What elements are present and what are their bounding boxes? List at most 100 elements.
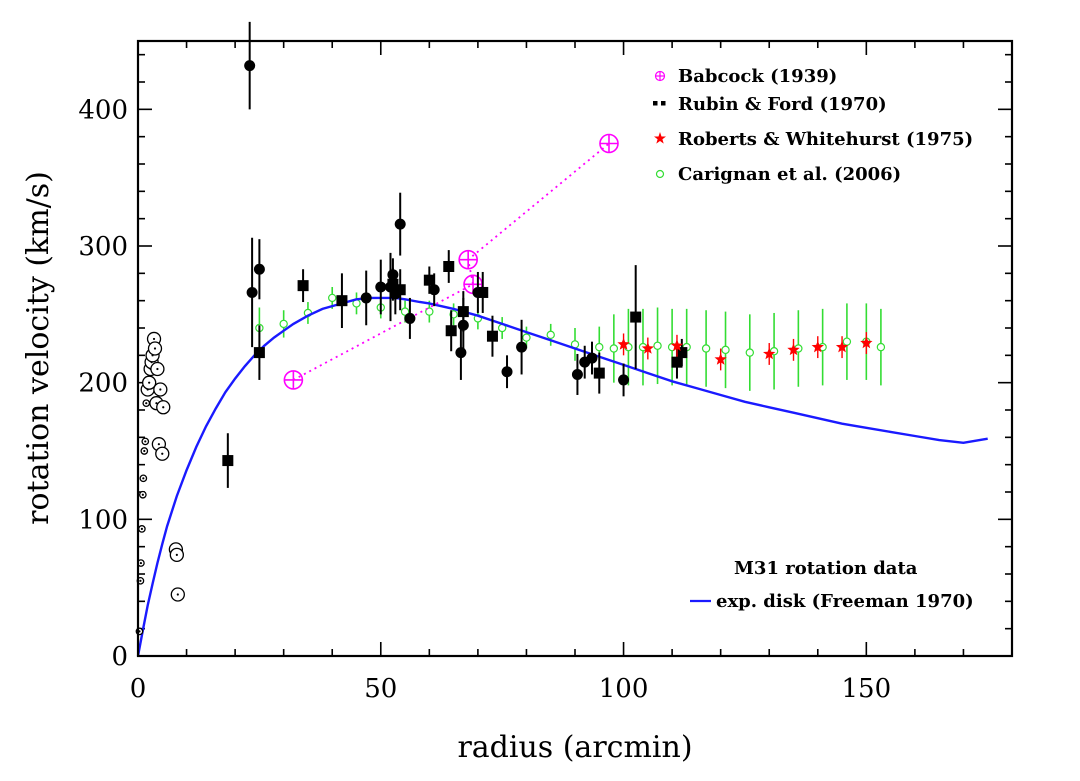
rubin-ford-circle-point (501, 366, 513, 378)
inner-point (140, 447, 149, 455)
inner-point-dot (144, 440, 147, 443)
inner-point (155, 446, 170, 461)
roberts-whitehurst-point (811, 340, 824, 353)
rubin-ford-circle-point (404, 312, 416, 324)
babcock-point (458, 249, 478, 270)
rubin-ford-circle-point (618, 374, 630, 386)
model-curve-line (136, 296, 988, 657)
carignan-point (701, 344, 711, 353)
rubin-ford-circle-point (428, 284, 440, 296)
inner-point-dot (156, 367, 159, 371)
roberts-whitehurst-point (617, 337, 630, 350)
rubin-ford-square-point (445, 325, 457, 337)
legend-roberts-marker-icon (654, 132, 666, 144)
rubin-ford-square-point (222, 455, 234, 467)
x-tick-label: 100 (599, 674, 649, 704)
carignan-point (425, 307, 434, 316)
rubin-ford-circle-point (394, 218, 406, 230)
rubin-ford-circle-point (360, 292, 372, 304)
rubin-ford-square-point (671, 356, 683, 368)
inner-point-dot (176, 593, 179, 596)
carignan-point (721, 345, 730, 355)
carignan-point (595, 342, 604, 352)
plot-frame (136, 39, 1014, 658)
legend-babcock-label: Babcock (1939) (678, 66, 837, 87)
inner-point-dot (155, 402, 158, 405)
data-layer (135, 21, 988, 657)
y-axis-label: rotation velocity (km/s) (21, 171, 56, 525)
rubin-ford-square-point (253, 347, 265, 359)
inner-point (147, 341, 163, 356)
rubin-ford-square-point (297, 280, 309, 292)
legend-panel-title: M31 rotation data (734, 558, 918, 579)
carignan-point (400, 307, 410, 316)
rubin-ford-square-point (477, 286, 489, 298)
rubin-ford-circle-point (571, 368, 583, 380)
babcock-point (599, 133, 619, 154)
inner-point-dot (145, 402, 148, 405)
legend-roberts-label: Roberts & Whitehurst (1975) (678, 129, 973, 150)
rubin-ford-circle-point (455, 347, 467, 359)
inner-point-dot (139, 561, 143, 565)
inner-point (138, 525, 146, 533)
y-tick-label: 200 (78, 369, 128, 399)
carignan-point (522, 333, 531, 342)
inner-point-dot (140, 527, 143, 531)
roberts-whitehurst-point (641, 342, 654, 354)
rubin-ford-square-point (387, 278, 399, 290)
rubin-ford-square-point (457, 306, 469, 318)
inner-point-dot (148, 381, 151, 384)
y-tick-label: 100 (78, 505, 128, 535)
legend-line-label: exp. disk (Freeman 1970) (716, 591, 974, 612)
inner-point-dot (142, 477, 145, 480)
rubin-ford-square-point (676, 347, 688, 359)
x-tick-label: 50 (364, 674, 397, 704)
carignan-point (876, 342, 886, 352)
inner-point (170, 587, 185, 602)
inner-point-dot (157, 443, 160, 446)
tick-label-layer: 0 50 100 150 0 100 200 300 400 (78, 95, 891, 704)
roberts-whitehurst-point (714, 352, 727, 365)
rubin-ford-circle-point (244, 60, 256, 72)
y-tick-label: 300 (78, 232, 128, 262)
inner-point (169, 547, 184, 563)
legend-carignan-label: Carignan et al. (2006) (678, 164, 901, 185)
inner-point (141, 437, 150, 446)
rubin-ford-circle-point (246, 286, 258, 298)
inner-point (139, 474, 148, 483)
rubin-ford-circle-point (253, 263, 265, 275)
inner-point (150, 361, 165, 377)
x-tick-label: 0 (130, 674, 147, 704)
carignan-point (745, 348, 755, 357)
legend-rubin-ford-label: Rubin & Ford (1970) (678, 94, 887, 115)
inner-point-dot (162, 406, 165, 409)
legend-rubin-ford-marker-icon (653, 101, 666, 106)
rubin-ford-circle-point (516, 341, 528, 353)
legend-babcock-marker-icon (654, 70, 666, 82)
x-axis-label: radius (arcmin) (457, 730, 692, 765)
inner-point-dot (161, 452, 164, 455)
x-tick-label: 150 (842, 674, 892, 704)
rubin-ford-square-point (394, 284, 406, 296)
inner-point (142, 399, 151, 408)
carignan-point (546, 330, 555, 340)
roberts-whitehurst-point (835, 340, 849, 353)
rubin-ford-square-point (486, 330, 498, 342)
roberts-whitehurst-point (763, 347, 776, 360)
y-tick-label: 0 (111, 642, 128, 672)
carignan-point (279, 319, 288, 329)
inner-point (153, 382, 168, 397)
roberts-whitehurst-point (670, 339, 684, 351)
inner-point-dot (153, 347, 157, 350)
y-tick-label: 400 (78, 95, 128, 125)
inner-point-dot (143, 449, 146, 453)
inner-point-dot (175, 553, 178, 556)
rubin-ford-circle-point (586, 352, 598, 364)
rubin-ford-square-point (443, 261, 455, 272)
inner-point (156, 400, 171, 415)
inner-point (142, 375, 157, 390)
inner-point (139, 490, 147, 499)
inner-point-dot (139, 579, 142, 582)
carignan-point (328, 293, 337, 303)
